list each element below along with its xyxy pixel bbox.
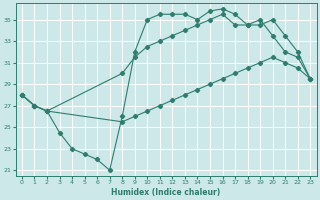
X-axis label: Humidex (Indice chaleur): Humidex (Indice chaleur) (111, 188, 221, 197)
